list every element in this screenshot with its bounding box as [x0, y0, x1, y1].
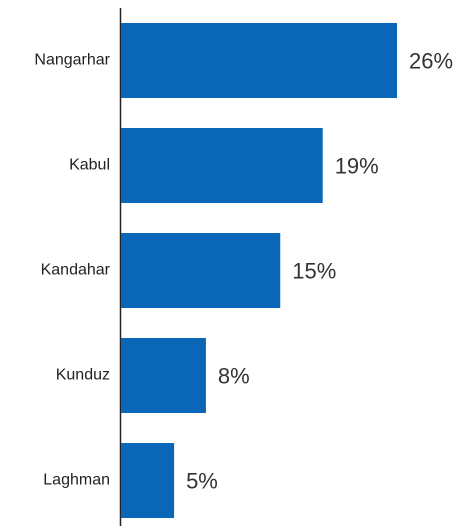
category-label: Kabul — [69, 157, 110, 174]
bar — [121, 128, 323, 203]
category-label: Kandahar — [41, 262, 111, 279]
value-label: 8% — [218, 363, 250, 388]
category-label: Laghman — [43, 472, 110, 489]
value-label: 5% — [186, 468, 218, 493]
value-label: 15% — [292, 258, 336, 283]
bar — [121, 443, 175, 518]
value-label: 19% — [335, 153, 379, 178]
bar — [121, 233, 281, 308]
bar — [121, 23, 397, 98]
category-label: Nangarhar — [34, 52, 110, 69]
category-label: Kunduz — [56, 367, 110, 384]
value-label: 26% — [409, 48, 453, 73]
bar — [121, 338, 206, 413]
